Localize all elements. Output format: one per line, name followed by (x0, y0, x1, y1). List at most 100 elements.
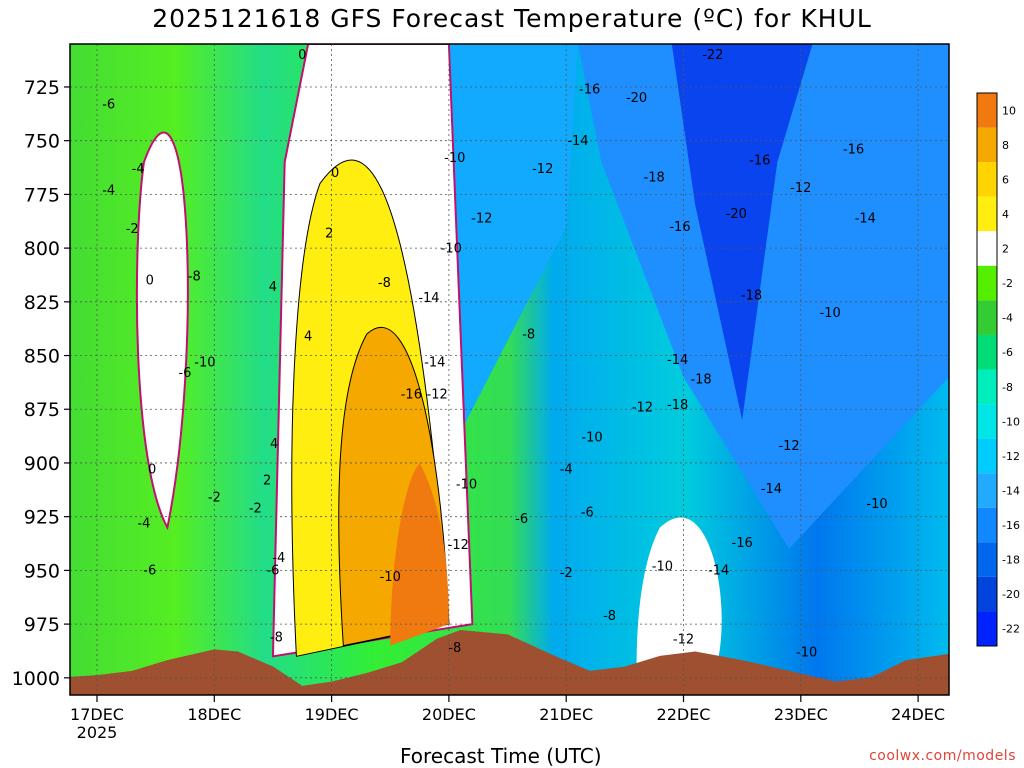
contour-label: -14 (424, 355, 445, 370)
chart-title: 2025121618 GFS Forecast Temperature (ºC)… (152, 4, 872, 33)
x-tick-sublabel: 2025 (77, 723, 118, 742)
x-axis: 17DEC 18DEC 19DEC 20DEC 21DEC 22DEC 23DEC 24DEC… (70, 695, 945, 742)
colorbar: 10 8 6 4 2 -2 -4 -6 -8 -10 -12 -14 -16 -18 -20 -22 (976, 92, 1020, 647)
contour-label: -18 (667, 398, 688, 413)
contour-label: -14 (667, 353, 688, 368)
contour-label: -12 (632, 400, 653, 415)
gridlines (70, 44, 949, 695)
colorbar-swatch (977, 300, 997, 335)
colorbar-tick-label: -14 (1002, 484, 1020, 497)
colorbar-tick-label: -18 (1002, 554, 1020, 567)
contour-label: -2 (208, 491, 221, 506)
contour-label: -16 (669, 220, 690, 235)
colorbar-tick-label: -20 (1002, 588, 1020, 601)
contour-label: -12 (427, 388, 448, 403)
y-tick-label: 900 (24, 453, 60, 475)
contour-label: 0 (148, 463, 156, 478)
contour-label: -14 (418, 291, 439, 306)
colorbar-swatch (977, 404, 997, 439)
y-tick-label: 750 (24, 131, 60, 153)
contour-label: -14 (567, 134, 588, 149)
colorbar-tick-label: -16 (1002, 519, 1020, 532)
contour-label: -6 (515, 512, 528, 527)
contour-label: -6 (266, 564, 279, 579)
temperature-field (70, 44, 949, 695)
contour-label: -2 (249, 501, 262, 516)
contour-label: -18 (741, 289, 762, 304)
contour-label: 4 (270, 437, 278, 452)
y-tick-label: 725 (24, 77, 60, 99)
contour-label: -10 (581, 430, 602, 445)
colorbar-swatch (977, 473, 997, 508)
contour-label: -2 (560, 566, 573, 581)
colorbar-swatch (977, 196, 997, 232)
contour-label: 4 (304, 329, 312, 344)
contour-label: -12 (532, 162, 553, 177)
contour-label: -8 (448, 641, 461, 656)
contour-label: -10 (456, 478, 477, 493)
contour-label: 2 (325, 226, 333, 241)
contour-label: -6 (143, 564, 156, 579)
x-tick-label: 23DEC (774, 705, 828, 724)
contour-label: -2 (126, 222, 139, 237)
contour-label: -16 (749, 153, 770, 168)
colorbar-swatch (977, 576, 997, 612)
contour-label: 0 (331, 166, 339, 181)
contour-label: -8 (270, 630, 283, 645)
colorbar-tick-label: 2 (1002, 243, 1009, 256)
contour-label: -4 (137, 516, 150, 531)
contour-label: -10 (194, 355, 215, 370)
y-tick-label: 1000 (12, 668, 60, 690)
y-tick-label: 950 (24, 560, 60, 582)
plot-frame (69, 43, 950, 696)
colorbar-tick-label: -2 (1002, 277, 1013, 290)
colorbar-tick-label: -12 (1002, 450, 1020, 463)
contour-label: -4 (102, 183, 115, 198)
contour-label: -18 (644, 171, 665, 186)
contour-label: -16 (401, 388, 422, 403)
contour-label: -10 (441, 241, 462, 256)
contour-label: -6 (178, 366, 191, 381)
y-tick-label: 975 (24, 614, 60, 636)
colorbar-tick-label: 10 (1002, 104, 1016, 117)
colorbar-swatch (977, 611, 997, 646)
colorbar-swatch (977, 265, 997, 301)
colorbar-swatch (977, 438, 997, 474)
contour-label: -22 (702, 48, 723, 63)
contour-label: -16 (843, 143, 864, 158)
contour-labels: -6-4-4-20 -8-10-60-2-4-60024442-2-4-6-8-8… (102, 48, 887, 660)
contour-label: -4 (272, 551, 285, 566)
contour-label: -8 (188, 269, 201, 284)
contour-label: -10 (796, 645, 817, 660)
colorbar-frame (976, 92, 998, 647)
coldest-region (671, 44, 813, 420)
y-tick-label: 850 (24, 346, 60, 368)
x-tick-label: 21DEC (539, 705, 593, 724)
colorbar-tick-label: -22 (1002, 623, 1020, 636)
contour-label: -12 (790, 181, 811, 196)
y-tick-label: 875 (24, 399, 60, 421)
credit-text[interactable]: coolwx.com/models (869, 748, 1016, 764)
contour-label: -8 (603, 609, 616, 624)
contour-label: 0 (146, 274, 154, 289)
x-tick-label: 24DEC (891, 705, 945, 724)
colorbar-tick-label: -8 (1002, 381, 1013, 394)
colorbar-swatch (977, 127, 997, 163)
colorbar-swatch (977, 542, 997, 577)
contour-label: -6 (102, 97, 115, 112)
y-tick-label: 925 (24, 507, 60, 529)
x-tick-label: 17DEC (70, 705, 124, 724)
warmest-region (390, 462, 449, 646)
contour-label: -6 (581, 506, 594, 521)
contour-label: -4 (560, 463, 573, 478)
contour-label: -16 (732, 536, 753, 551)
colorbar-swatch (977, 231, 997, 266)
x-axis-label: Forecast Time (UTC) (400, 744, 602, 768)
colorbar-tick-label: -10 (1002, 415, 1020, 428)
contour-label: -10 (820, 306, 841, 321)
contour-label: -12 (448, 538, 469, 553)
x-tick-label: 22DEC (657, 705, 711, 724)
terrain (70, 630, 949, 695)
contour-label: -14 (855, 211, 876, 226)
